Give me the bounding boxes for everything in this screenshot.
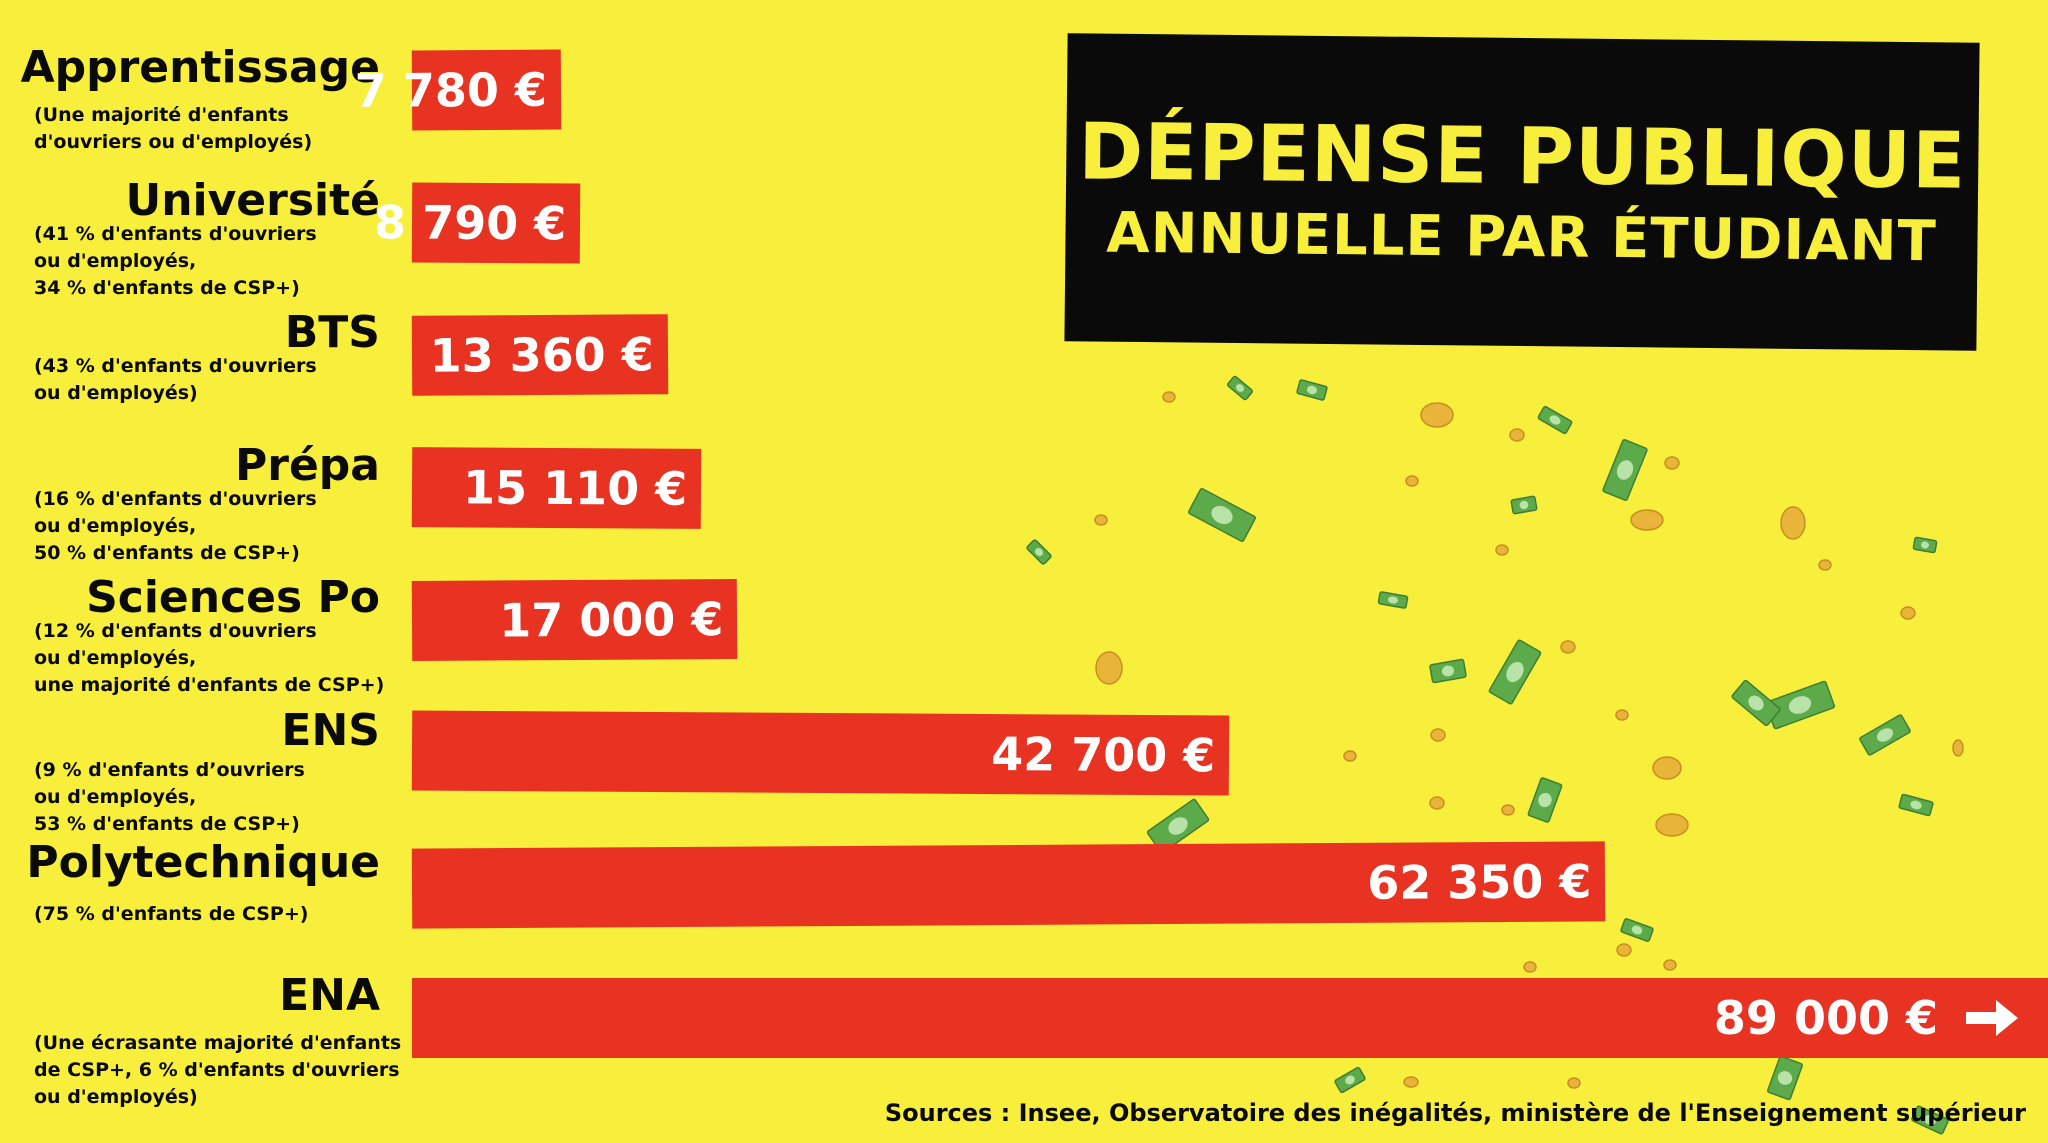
banknote-icon (1026, 539, 1052, 565)
bar-value-label: 62 350 € (1367, 854, 1592, 910)
banknote-icon (1227, 375, 1253, 401)
chart-title-line1: DÉPENSE PUBLIQUE (1077, 107, 1967, 207)
source-note: Sources : Insee, Observatoire des inégal… (884, 1099, 2026, 1127)
coin-icon (1509, 428, 1525, 442)
coin-icon (1616, 943, 1632, 957)
coin-icon (1495, 544, 1509, 556)
coin-icon (1952, 739, 1964, 757)
banknote-icon (1912, 536, 1938, 554)
banknote-icon (1334, 1066, 1366, 1094)
bar-value-label: 42 700 € (991, 726, 1216, 782)
bar: 89 000 € (412, 977, 2048, 1058)
banknote-icon (1510, 495, 1538, 515)
coin-icon (1780, 506, 1806, 540)
arrow-right-icon (1966, 999, 2018, 1036)
banknote-icon (1898, 793, 1934, 817)
banknote-icon (1767, 1055, 1803, 1101)
banknote-icon (1488, 639, 1542, 705)
bar-value-label: 13 360 € (429, 327, 654, 383)
coin-icon (1095, 651, 1123, 685)
bar-value-label: 89 000 € (1713, 990, 1938, 1045)
chart-title-line2: ANNUELLE PAR ÉTUDIANT (1105, 200, 1938, 275)
coin-icon (1900, 606, 1916, 620)
bar: 15 110 € (411, 446, 702, 529)
banknote-icon (1620, 918, 1654, 942)
banknote-icon (1537, 405, 1573, 435)
banknote-icon (1296, 379, 1328, 401)
category-label: Université (125, 174, 380, 226)
bar: 8 790 € (374, 181, 581, 264)
banknote-icon (1146, 798, 1210, 854)
coin-icon (1162, 391, 1176, 403)
bar-value-label: 15 110 € (462, 459, 688, 516)
coin-icon (1430, 728, 1446, 742)
coin-icon (1652, 756, 1682, 780)
coin-icon (1429, 796, 1445, 810)
coin-icon (1405, 475, 1419, 487)
category-label: BTS (284, 307, 380, 358)
coin-icon (1567, 1077, 1581, 1089)
coin-icon (1615, 709, 1629, 721)
category-note: (9 % d'enfants d’ouvriers ou d'employés,… (34, 758, 305, 835)
banknote-icon (1602, 439, 1648, 501)
coin-icon (1501, 804, 1515, 816)
category-label: Prépa (235, 439, 380, 491)
coin-icon (1420, 402, 1454, 428)
banknote-icon (1429, 658, 1467, 684)
bar-value-label: 17 000 € (499, 592, 724, 648)
category-note: (75 % d'enfants de CSP+) (34, 903, 309, 925)
bar: 62 350 € (411, 841, 1606, 929)
category-label: Polytechnique (26, 837, 380, 888)
category-label: Apprentissage (20, 42, 380, 93)
bar-value-label: 8 790 € (373, 194, 567, 250)
category-note: (Une majorité d'enfants d'ouvriers ou d'… (34, 104, 313, 153)
coin-icon (1663, 959, 1677, 971)
bar: 13 360 € (411, 314, 668, 396)
banknote-icon (1527, 777, 1563, 823)
coin-icon (1094, 514, 1108, 526)
category-note: (16 % d'enfants d'ouvriers ou d'employés… (34, 487, 317, 564)
coin-icon (1523, 961, 1537, 973)
category-note: (43 % d'enfants d'ouvriers ou d'employés… (34, 355, 317, 404)
category-label: Sciences Po (86, 572, 380, 623)
bar-value-label: 7 780 € (354, 62, 548, 118)
banknote-icon (1188, 488, 1256, 542)
title-box: DÉPENSE PUBLIQUE ANNUELLE PAR ÉTUDIANT (1064, 33, 1980, 351)
category-label: ENA (279, 969, 380, 1021)
coin-icon (1403, 1076, 1419, 1088)
coin-icon (1664, 456, 1680, 470)
bar: 17 000 € (411, 579, 738, 661)
coin-icon (1630, 509, 1664, 531)
category-note: (41 % d'enfants d'ouvriers ou d'employés… (34, 222, 317, 299)
coin-icon (1655, 813, 1689, 837)
banknote-icon (1859, 714, 1911, 756)
bar: 42 700 € (411, 710, 1230, 795)
coin-icon (1343, 750, 1357, 762)
coin-icon (1818, 559, 1832, 571)
bar: 7 780 € (355, 49, 562, 131)
category-note: (12 % d'enfants d'ouvriers ou d'employés… (34, 620, 385, 696)
banknote-icon (1911, 1105, 1949, 1135)
category-label: ENS (281, 704, 380, 756)
category-note: (Une écrasante majorité d'enfants de CSP… (34, 1031, 402, 1108)
banknote-icon (1731, 679, 1781, 727)
coin-icon (1560, 640, 1576, 654)
banknote-icon (1377, 591, 1409, 609)
